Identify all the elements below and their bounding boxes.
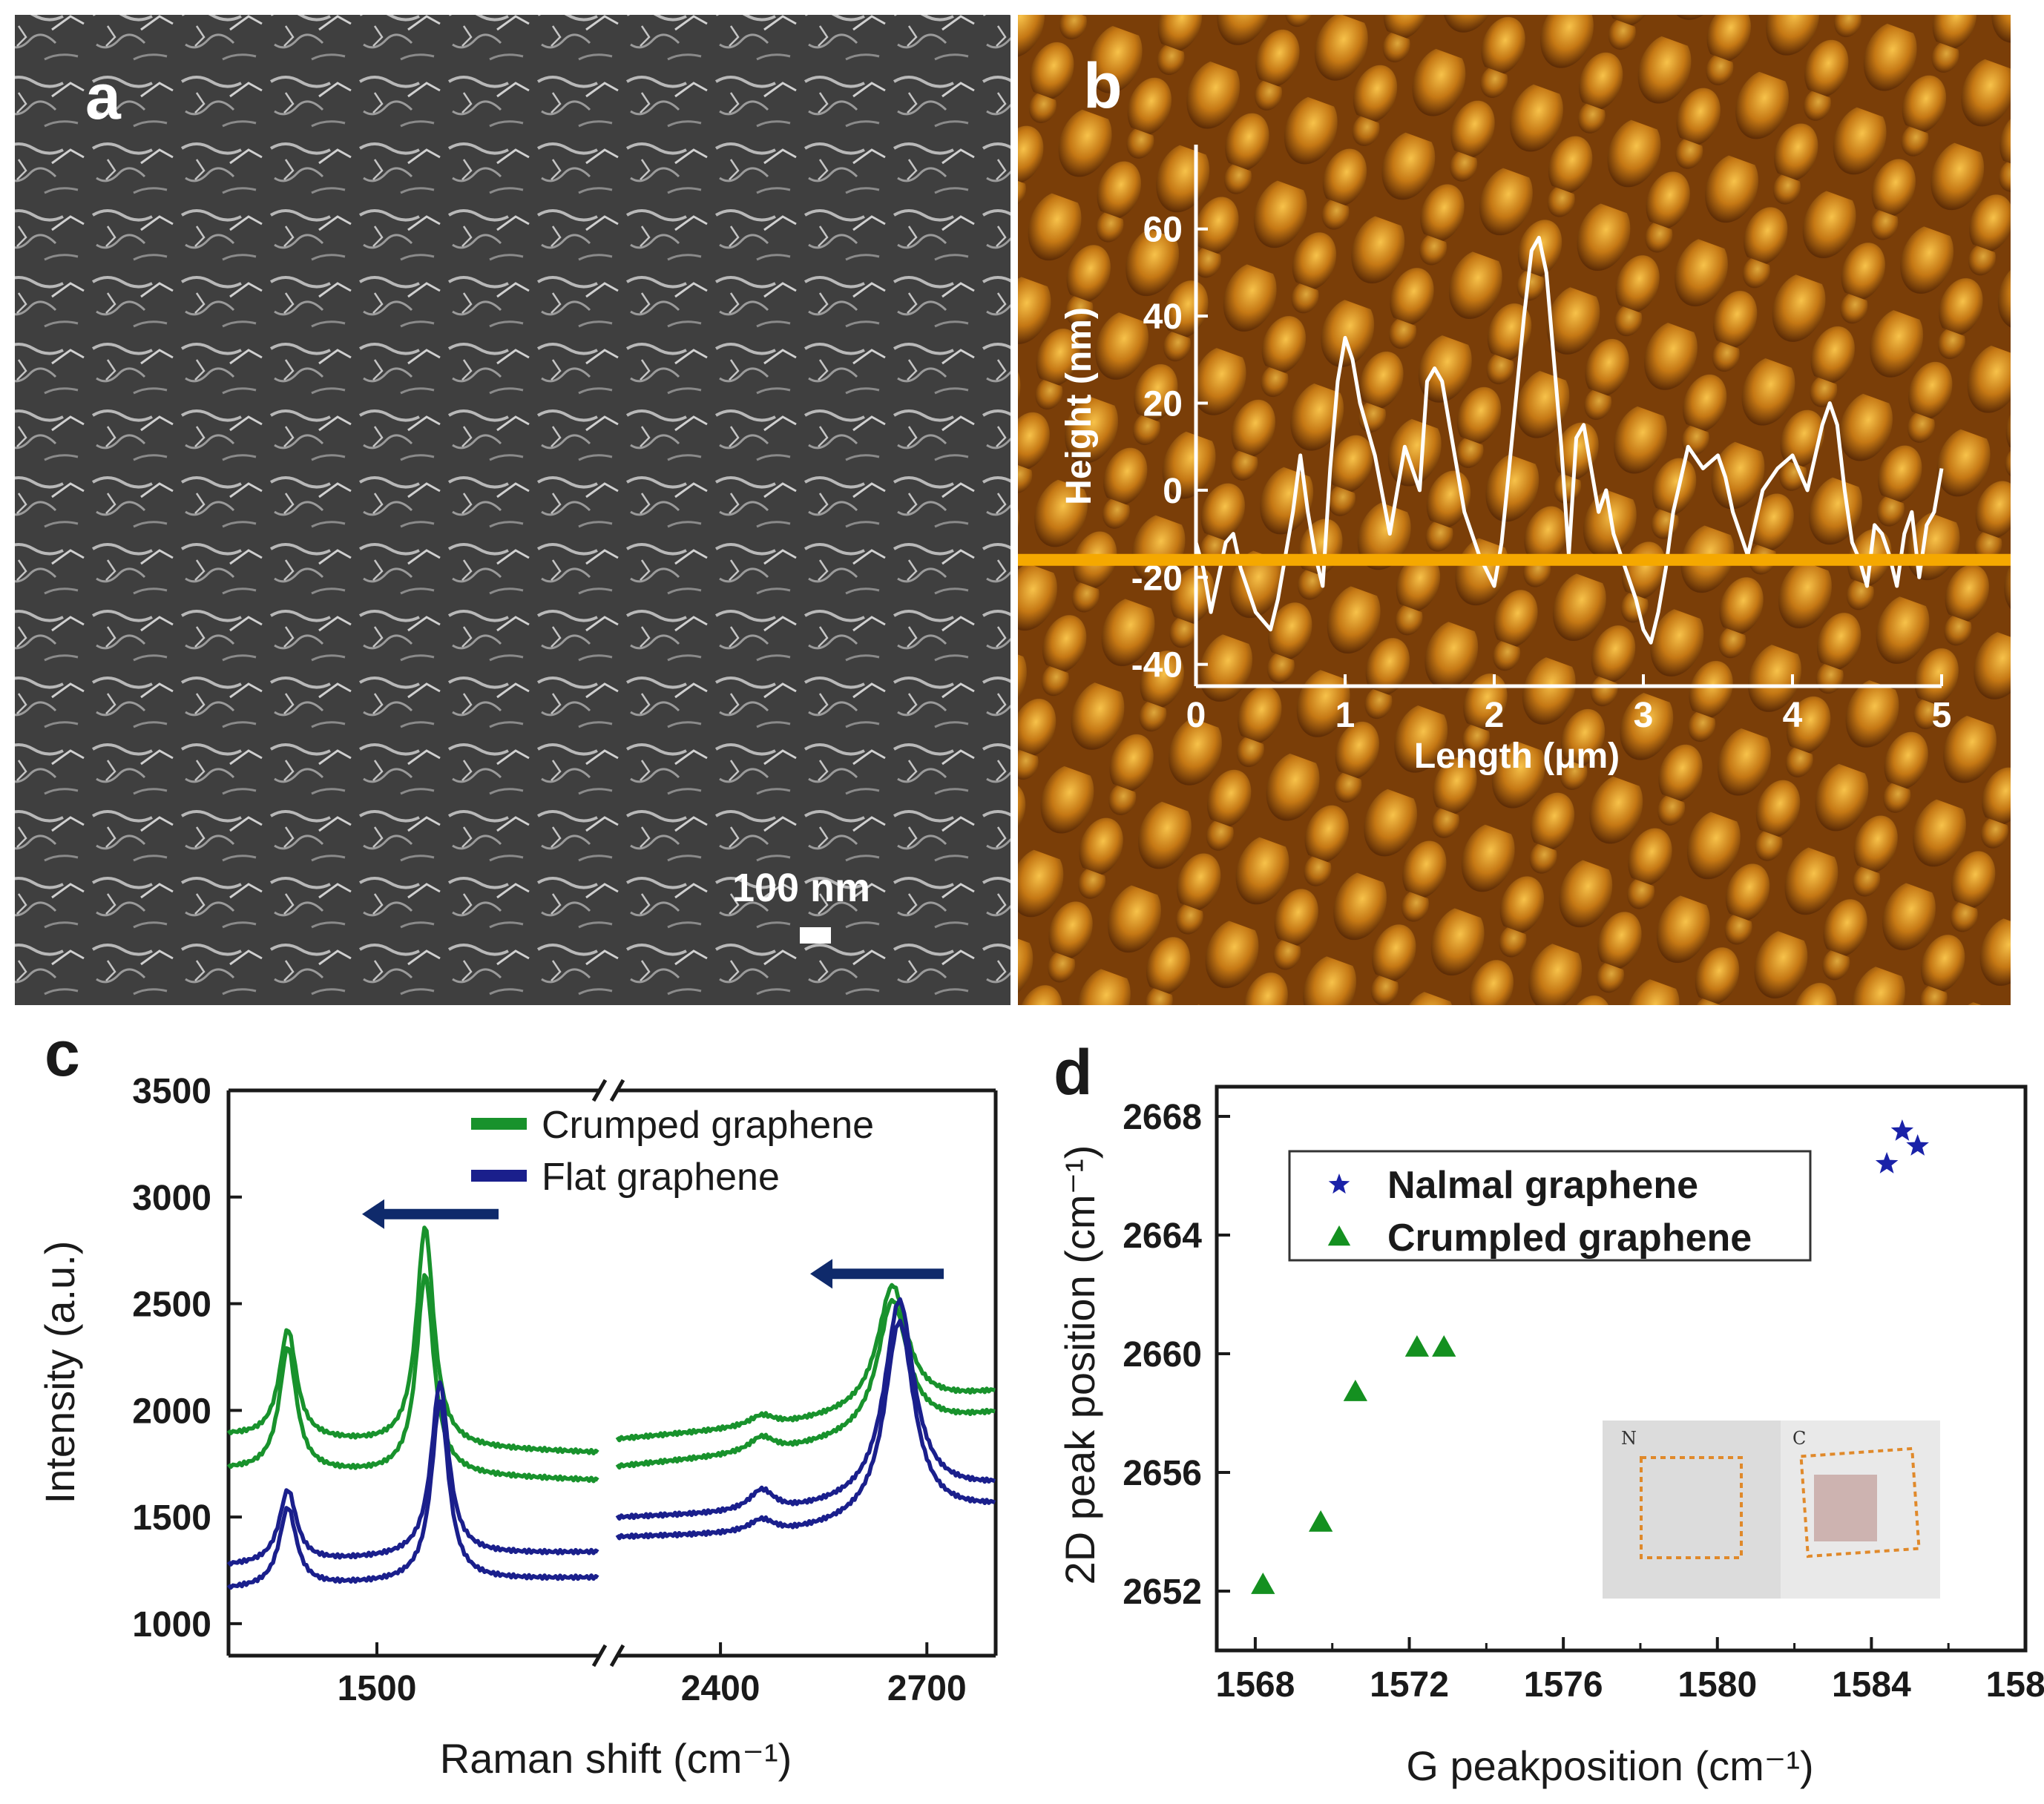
afm-x-tick-label: 2 [1485, 696, 1505, 735]
raman-x-tick-label: 2400 [681, 1669, 760, 1708]
raman-y-tick-label: 3500 [132, 1072, 211, 1111]
afm-y-tick-label: -40 [1131, 646, 1183, 685]
scatter-legend-box [1288, 1150, 1812, 1262]
scatter-point-crumpled-graphene [1404, 1335, 1430, 1357]
raman-legend-label: Crumped graphene [542, 1104, 874, 1147]
scatter-frame [1215, 1084, 2028, 1653]
raman-spectrum-flat [615, 1318, 996, 1541]
raman-spectrum-crumpled [226, 1273, 599, 1484]
scatter-y-tick-label: 2652 [1123, 1573, 1202, 1612]
scatter-x-tick-label: 1588 [1986, 1665, 2044, 1705]
afm-x-tick-label: 0 [1186, 696, 1206, 735]
scatter-x-tick-label: 1580 [1677, 1665, 1757, 1705]
afm-x-tick-label: 1 [1335, 696, 1355, 735]
panel-letter-c: c [45, 1018, 80, 1090]
panel-letter-b: b [1083, 50, 1123, 122]
scatter-point-normal-graphene [1890, 1119, 1914, 1141]
scatter-y-tick-label: 2656 [1123, 1454, 1202, 1493]
scatter-y-tick-label: 2664 [1123, 1217, 1202, 1256]
afm-x-axis-title: Length (μm) [1414, 737, 1620, 776]
raman-break-mark [591, 1079, 608, 1102]
raman-break-mark [609, 1644, 625, 1668]
peak-scatter-plot: 1568 1572 1576 1580 1584 1588 2668 2664 2660 2656… [1056, 1084, 2044, 1789]
scatter-legend-star-marker [1328, 1173, 1350, 1194]
scatter-x-tick-label: 1568 [1216, 1665, 1295, 1705]
scatter-legend-label: Crumpled graphene [1387, 1217, 1752, 1260]
sem-micrograph [15, 15, 1011, 1005]
raman-spectrum-crumpled [226, 1225, 599, 1456]
raman-x-axis-title: Raman shift (cm⁻¹) [440, 1735, 792, 1782]
raman-y-tick-label: 3000 [132, 1179, 211, 1218]
sample-photo-inset: N C [1603, 1421, 1940, 1599]
raman-plot: 3500 3000 2500 2000 1500 1000 1500 2400 2700 Rama… [36, 1072, 998, 1782]
raman-y-tick-label: 1500 [132, 1498, 211, 1538]
afm-x-tick-label: 3 [1634, 696, 1654, 735]
raman-break-mark [609, 1079, 625, 1102]
afm-height-map [1018, 15, 2011, 1005]
afm-y-tick-label: 0 [1163, 472, 1183, 511]
scatter-legend-label: Nalmal graphene [1387, 1164, 1698, 1207]
sample-c-film [1814, 1475, 1877, 1541]
sample-n-outline [1640, 1456, 1743, 1559]
afm-y-tick-label: 40 [1143, 297, 1183, 337]
panel-d-peak-scatter: d 1568 1572 1576 1580 1584 1588 2668 2664 2660 26… [1054, 1037, 2044, 1789]
afm-x-tick-label: 5 [1932, 696, 1952, 735]
scatter-point-normal-graphene [1875, 1152, 1899, 1173]
scatter-point-crumpled-graphene [1343, 1380, 1368, 1401]
raman-y-axis-title: Intensity (a.u.) [36, 1241, 83, 1504]
inset-label-c: C [1792, 1428, 1806, 1449]
raman-y-tick-label: 1000 [132, 1605, 211, 1645]
scale-bar [800, 927, 831, 944]
raman-shift-arrow-head [362, 1199, 384, 1229]
raman-spectrum-flat [615, 1297, 996, 1521]
scatter-y-tick-label: 2660 [1123, 1335, 1202, 1375]
raman-break-mark [591, 1644, 608, 1668]
inset-label-n: N [1621, 1428, 1637, 1449]
scatter-point-crumpled-graphene [1308, 1510, 1333, 1532]
raman-spectrum-flat [226, 1399, 599, 1590]
panel-c-raman-spectra: c 3500 3000 2500 2000 1500 1000 1500 2400 2700 Ra… [36, 1018, 998, 1782]
raman-spectrum-flat [226, 1380, 599, 1567]
raman-x-tick-label: 2700 [887, 1669, 967, 1708]
scale-bar-label: 100 nm [732, 866, 870, 910]
scatter-x-tick-label: 1576 [1524, 1665, 1603, 1705]
afm-x-tick-label: 4 [1783, 696, 1803, 735]
scatter-legend-triangle-marker [1327, 1225, 1351, 1246]
panel-a-sem-image: a 100 nm [15, 15, 1011, 1005]
raman-spectrum-crumpled [615, 1283, 996, 1443]
raman-x-tick-label: 1500 [338, 1669, 417, 1708]
scatter-y-tick-label: 2668 [1123, 1098, 1202, 1137]
scatter-x-axis-title: G peakposition (cm⁻¹) [1406, 1742, 1813, 1789]
afm-y-tick-label: 60 [1143, 211, 1183, 250]
raman-legend-label: Flat graphene [542, 1156, 780, 1199]
panel-letter-d: d [1054, 1037, 1093, 1108]
raman-y-tick-label: 2500 [132, 1285, 211, 1325]
afm-y-tick-label: 20 [1143, 384, 1183, 424]
raman-shift-arrow-head [810, 1259, 832, 1289]
scatter-x-tick-label: 1584 [1832, 1665, 1911, 1705]
scatter-point-normal-graphene [1906, 1134, 1929, 1156]
raman-spectrum-crumpled [615, 1297, 996, 1470]
scatter-point-crumpled-graphene [1432, 1335, 1456, 1357]
panel-letter-a: a [85, 62, 122, 133]
scatter-y-axis-title: 2D peak position (cm⁻¹) [1056, 1145, 1103, 1585]
afm-y-axis-title: Height (nm) [1059, 307, 1099, 505]
scatter-x-tick-label: 1572 [1370, 1665, 1449, 1705]
raman-y-tick-label: 2000 [132, 1392, 211, 1431]
scatter-point-crumpled-graphene [1251, 1573, 1275, 1594]
